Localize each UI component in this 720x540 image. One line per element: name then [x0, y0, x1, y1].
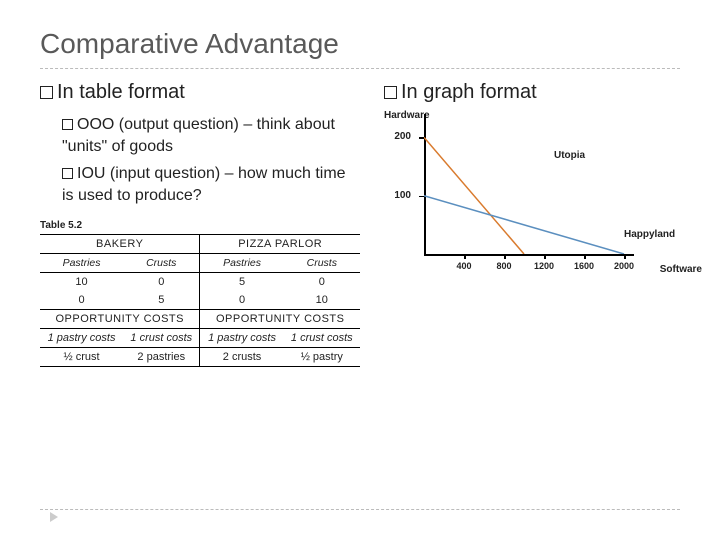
table-header: PIZZA PARLOR: [200, 235, 360, 254]
right-column: In graph format Hardware Software 100200…: [384, 81, 680, 367]
table-subhead: Pastries: [200, 254, 284, 273]
slide-marker-icon: [50, 512, 58, 522]
table: BAKERY PIZZA PARLOR Pastries Crusts Past…: [40, 234, 360, 367]
x-tick-label: 1600: [574, 261, 594, 271]
left-heading: In table format: [40, 81, 360, 104]
ppf-chart: Hardware Software 1002004008001200160020…: [384, 114, 664, 284]
series-label: Happyland: [624, 229, 675, 240]
table-cell: ½ pastry: [284, 348, 360, 367]
left-heading-text: In table format: [57, 81, 185, 103]
two-column-layout: In table format OOO (output question) – …: [40, 81, 680, 367]
y-axis-label: Hardware: [384, 110, 430, 121]
table-cell: 0: [123, 273, 200, 292]
bullet-ooo: OOO (output question) – think about "uni…: [62, 114, 360, 157]
series-line: [424, 137, 524, 254]
table-cell: 0: [40, 291, 123, 310]
table-subhead: 1 crust costs: [284, 329, 360, 348]
table-cell: 10: [284, 291, 360, 310]
table-subhead: 1 pastry costs: [40, 329, 123, 348]
left-column: In table format OOO (output question) – …: [40, 81, 360, 367]
table-cell: 2 pastries: [123, 348, 200, 367]
table-caption: Table 5.2: [40, 220, 360, 231]
table-cell: 0: [284, 273, 360, 292]
right-heading-text: In graph format: [401, 81, 537, 103]
table-cell: ½ crust: [40, 348, 123, 367]
table-header: BAKERY: [40, 235, 200, 254]
checkbox-icon: [384, 86, 397, 99]
footer-divider: [40, 509, 680, 510]
bullet-lead: IOU: [77, 165, 105, 182]
x-tick-label: 2000: [614, 261, 634, 271]
table-header: OPPORTUNITY COSTS: [200, 310, 360, 329]
page-title: Comparative Advantage: [40, 28, 680, 60]
table-cell: 0: [200, 291, 284, 310]
table-subhead: 1 pastry costs: [200, 329, 284, 348]
chart-lines: [424, 114, 634, 254]
checkbox-icon: [62, 119, 73, 130]
x-tick-label: 400: [456, 261, 471, 271]
econ-table: Table 5.2 BAKERY PIZZA PARLOR Pastries C…: [40, 220, 360, 367]
table-cell: 10: [40, 273, 123, 292]
bullet-iou: IOU (input question) – how much time is …: [62, 163, 360, 206]
y-tick-label: 200: [394, 131, 411, 142]
table-cell: 2 crusts: [200, 348, 284, 367]
bullet-text: (input question) – how much time is used…: [62, 165, 346, 204]
table-cell: 5: [200, 273, 284, 292]
y-tick-label: 100: [394, 190, 411, 201]
x-axis-label: Software: [660, 264, 702, 275]
table-subhead: Crusts: [123, 254, 200, 273]
title-divider: [40, 68, 680, 69]
table-cell: 5: [123, 291, 200, 310]
x-tick-label: 1200: [534, 261, 554, 271]
table-subhead: Crusts: [284, 254, 360, 273]
series-line: [424, 196, 624, 254]
checkbox-icon: [40, 86, 53, 99]
right-heading: In graph format: [384, 81, 680, 104]
table-subhead: Pastries: [40, 254, 123, 273]
checkbox-icon: [62, 168, 73, 179]
x-axis: [424, 254, 634, 256]
bullet-lead: OOO: [77, 116, 114, 133]
x-tick-label: 800: [496, 261, 511, 271]
table-subhead: 1 crust costs: [123, 329, 200, 348]
series-label: Utopia: [554, 150, 585, 161]
table-header: OPPORTUNITY COSTS: [40, 310, 200, 329]
